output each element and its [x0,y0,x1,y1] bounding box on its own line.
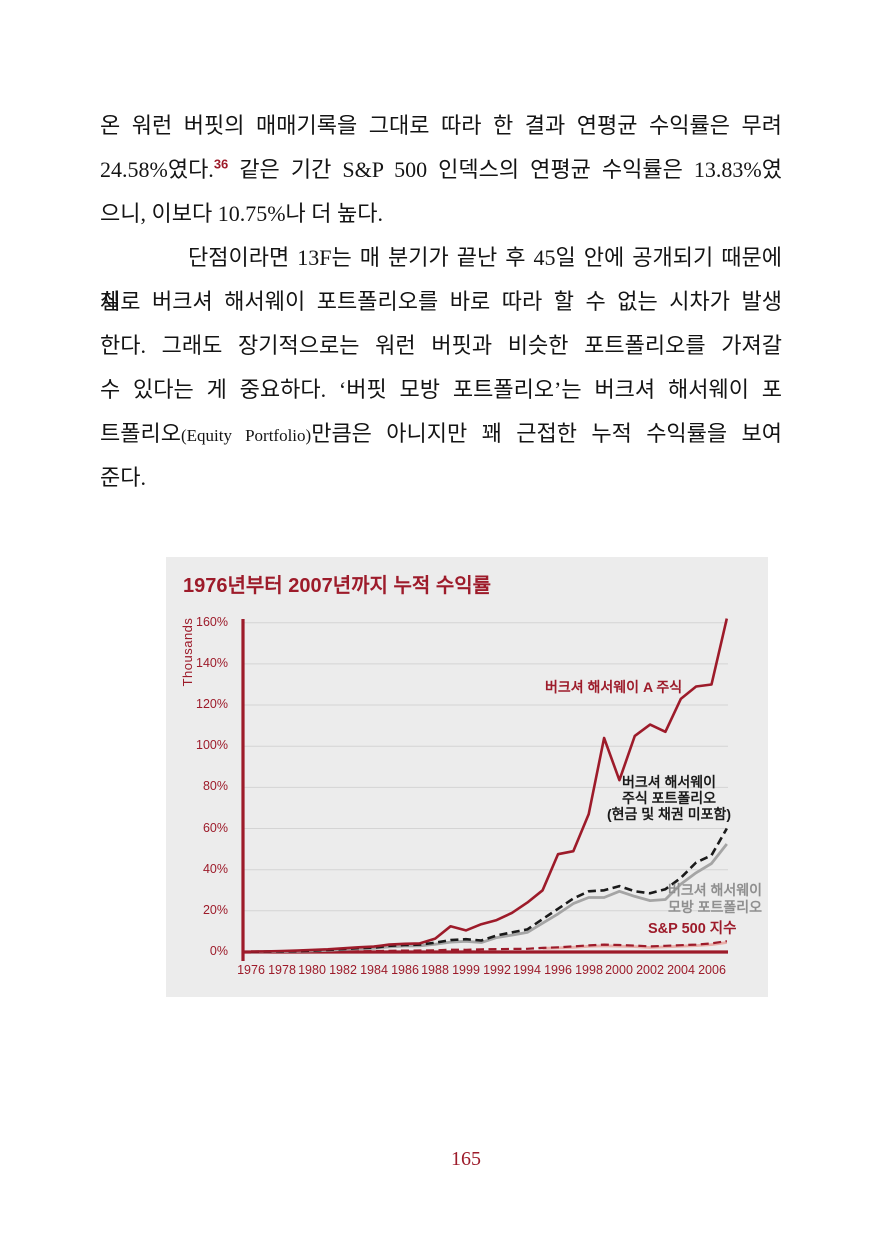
paragraph-line: 준다. [100,465,146,490]
paragraph-line: 트폴리오(Equity Portfolio)만큼은 아니지만 꽤 근접한 누적 … [100,412,782,456]
footnote-ref: 36 [213,156,229,172]
series-label-sp500: S&P 500 지수 [648,921,737,937]
series-label-line: (현금 및 채권 미포함) [606,806,732,822]
body-text: 온 워런 버핏의 매매기록을 그대로 따라 한 결과 연평균 수익률은 무려 2… [100,104,782,500]
paragraph-line: 단점이라면 13F는 매 분기가 끝난 후 45일 안에 공개되기 때문에 실 [100,245,782,314]
paragraph-line: 24.58%였다.36 같은 기간 S&P 500 인덱스의 연평균 수익률은 … [100,148,782,192]
paragraph-line: 으니, 이보다 10.75%나 더 높다. [100,201,383,226]
series-label-line: 모방 포트폴리오 [667,899,762,915]
series-label-berkshire-a: 버크셔 해서웨이 A 주식 [545,679,683,695]
chart-plot [241,618,729,961]
paragraph-line: 온 워런 버핏의 매매기록을 그대로 따라 한 결과 연평균 수익률은 무려 [100,113,782,138]
text-run: 24.58%였다. [100,157,214,182]
chart-title: 1976년부터 2007년까지 누적 수익률 [183,575,492,597]
paragraph-line: 제로 버크셔 해서웨이 포트폴리오를 바로 따라 할 수 없는 시차가 발생 [100,289,782,314]
paragraph-line: 수 있다는 게 중요하다. ‘버핏 모방 포트폴리오’는 버크셔 해서웨이 포 [100,377,782,402]
cumulative-return-chart: 1976년부터 2007년까지 누적 수익률 Thousands 0% 20% 40… [166,557,768,997]
text-run-latin: (Equity Portfolio) [180,426,312,445]
series-label-equity-portfolio: 버크셔 해서웨이 주식 포트폴리오 (현금 및 채권 미포함) [559,774,779,822]
text-run: 트폴리오 [100,421,181,446]
paragraph-line: 한다. 그래도 장기적으로는 워런 버핏과 비슷한 포트폴리오를 가져갈 [100,333,782,358]
page-number: 165 [451,1148,481,1170]
series-label-line: 주식 포트폴리오 [621,790,717,806]
text-run: 만큼은 아니지만 꽤 근접한 누적 수익률을 보여 [311,421,783,446]
series-label-clone-portfolio: 버크셔 해서웨이 모방 포트폴리오 [668,882,762,916]
series-label-line: 버크셔 해서웨이 [667,882,762,898]
series-label-line: 버크셔 해서웨이 [621,774,717,790]
text-run: 같은 기간 S&P 500 인덱스의 연평균 수익률은 13.83%였 [228,157,782,182]
